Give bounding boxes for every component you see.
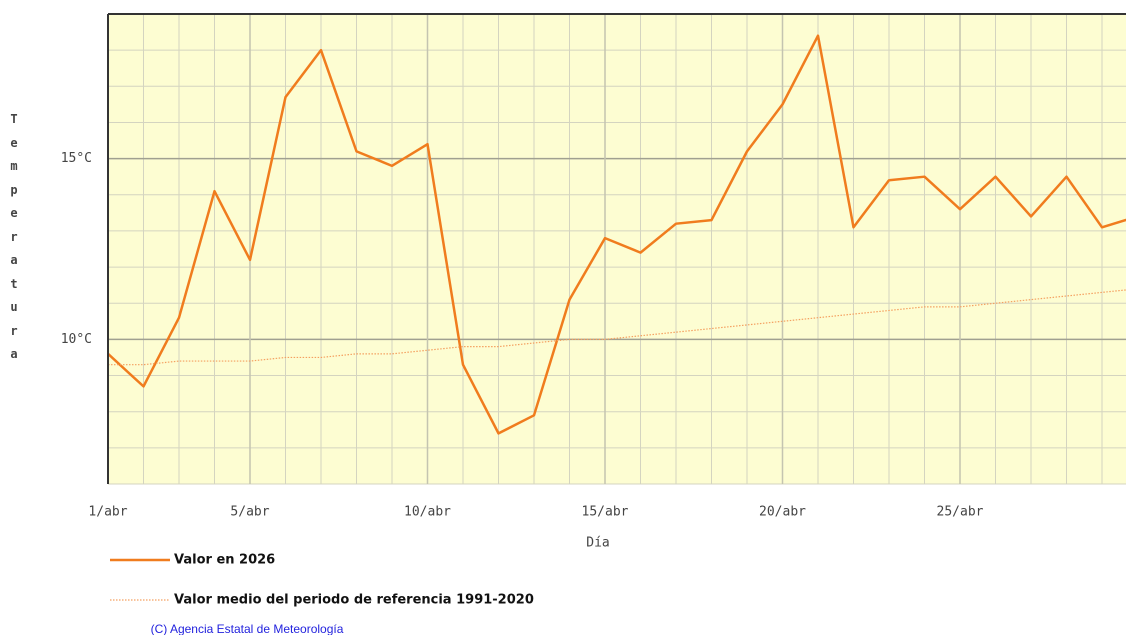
x-axis-label: Día [586,536,609,551]
y-axis-label: Temperatura [10,112,18,361]
x-tick-label: 5/abr [230,505,269,520]
credit: (C) Agencia Estatal de Meteorología [151,622,344,635]
x-tick-label: 1/abr [88,505,127,520]
legend-label: Valor medio del periodo de referencia 19… [174,593,534,608]
x-tick-label: 25/abr [937,505,984,520]
x-tick-label: 10/abr [404,505,451,520]
series-line [108,34,1126,435]
grid [108,13,1126,485]
x-tick-label: 20/abr [759,505,806,520]
y-tick-label: 10°C [61,332,92,347]
series-line [108,289,1126,366]
x-tick-label: 15/abr [582,505,629,520]
lines [108,34,1126,435]
legend-label: Valor en 2026 [174,553,275,568]
plot-area [108,14,1126,484]
y-tick-label: 15°C [61,151,92,166]
